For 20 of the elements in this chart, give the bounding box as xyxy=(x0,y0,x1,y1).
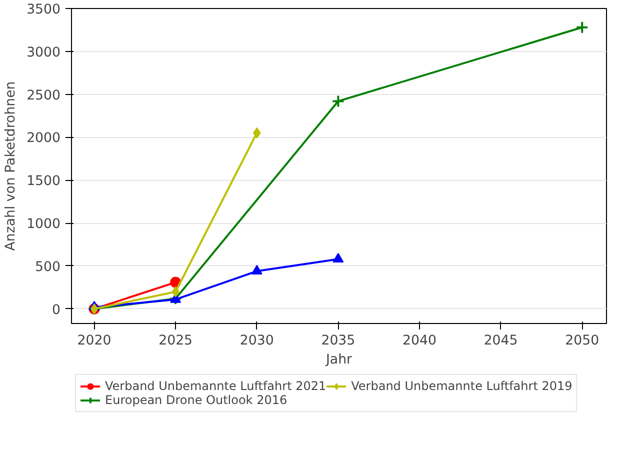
y-tick-label: 1000 xyxy=(26,217,61,232)
y-tick-label: 500 xyxy=(35,260,61,275)
legend-label: European Drone Outlook 2016 xyxy=(105,393,288,407)
legend-label: Verband Unbemannte Luftfahrt 2021 xyxy=(105,379,326,393)
x-tick-label: 2040 xyxy=(402,334,436,348)
x-tick-label: 2030 xyxy=(240,334,274,348)
y-tick-label: 2000 xyxy=(26,131,61,146)
y-tick-label: 3000 xyxy=(26,45,61,60)
x-tick-label: 2050 xyxy=(565,334,600,348)
x-tick-label: 2025 xyxy=(158,334,193,348)
y-tick-label: 1500 xyxy=(26,174,61,190)
legend-label: Verband Unbemannte Luftfahrt 2019 xyxy=(351,379,572,393)
y-tick-label: 0 xyxy=(52,302,61,318)
y-tick-label: 2500 xyxy=(26,88,61,104)
x-tick-label: 2035 xyxy=(321,334,356,348)
x-tick-label: 2045 xyxy=(484,334,518,348)
x-axis-title: Jahr xyxy=(324,352,353,368)
y-axis-title: Anzahl von Paketdrohnen xyxy=(4,81,19,251)
y-tick-label: 3500 xyxy=(26,2,61,18)
x-tick-label: 2020 xyxy=(77,334,112,348)
